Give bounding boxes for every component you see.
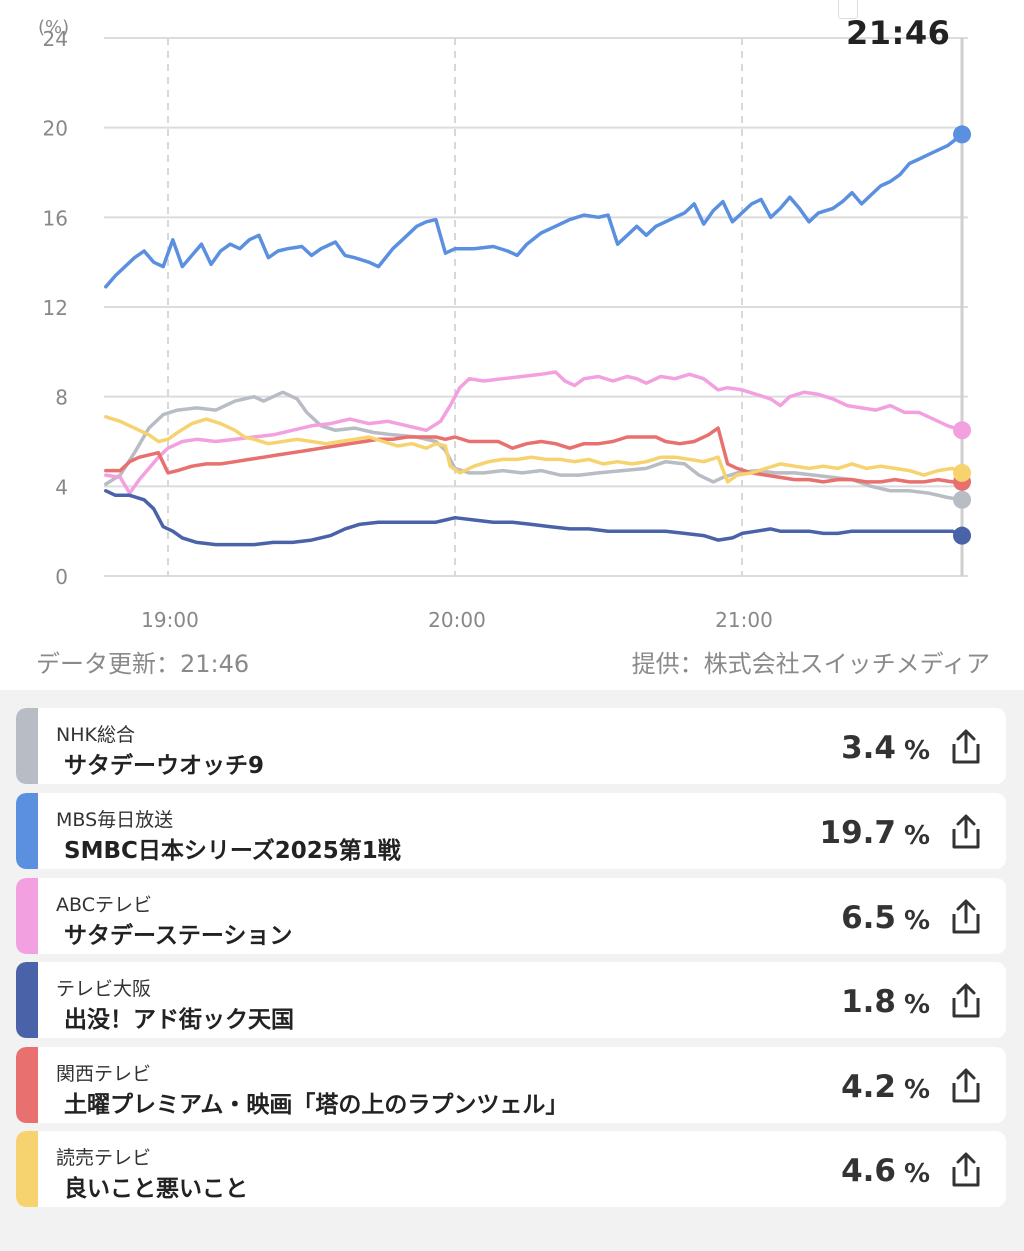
channel-card[interactable]: MBS毎日放送 SMBC日本シリーズ2025第1戦 19.7 % bbox=[16, 793, 1006, 869]
rating-value: 4.2 bbox=[841, 1069, 896, 1105]
rating-unit: % bbox=[903, 906, 930, 936]
series-line bbox=[104, 426, 964, 484]
y-tick-label: 4 bbox=[55, 475, 68, 499]
channel-name: ABCテレビ bbox=[56, 894, 152, 916]
y-axis-label: (%) bbox=[38, 17, 69, 38]
program-title: SMBC日本シリーズ2025第1戦 bbox=[64, 838, 401, 864]
y-tick-label: 8 bbox=[55, 386, 68, 410]
rating-value: 1.8 bbox=[841, 984, 896, 1020]
share-icon[interactable] bbox=[948, 728, 984, 766]
rating-chart: 0 4 8 12 16 20 24 (%) 19:00 20:00 21:00 21:46 データ更… bbox=[36, 0, 990, 678]
y-tick-label: 20 bbox=[43, 117, 68, 141]
channel-card[interactable]: NHK総合 サタデーウオッチ9 3.4 % bbox=[16, 708, 1006, 784]
series-line bbox=[104, 390, 964, 502]
series-line bbox=[104, 132, 964, 289]
channel-name: NHK総合 bbox=[56, 724, 135, 746]
data-source-label: 提供：株式会社スイッチメディア bbox=[631, 650, 990, 678]
rating-unit: % bbox=[903, 821, 930, 851]
program-title: 良いこと悪いこと bbox=[64, 1176, 248, 1202]
current-time-readout: 21:46 bbox=[846, 14, 951, 52]
channel-color-stripe bbox=[16, 878, 38, 954]
channel-color-stripe bbox=[16, 1131, 38, 1207]
channel-color-stripe bbox=[16, 962, 38, 1038]
rating-value: 19.7 bbox=[819, 815, 897, 851]
channel-name: テレビ大阪 bbox=[56, 978, 152, 1000]
x-tick-label: 19:00 bbox=[141, 608, 199, 632]
channel-card[interactable]: ABCテレビ サタデーステーション 6.5 % bbox=[16, 878, 1006, 954]
data-update-label: データ更新：21:46 bbox=[36, 650, 250, 678]
channel-name: MBS毎日放送 bbox=[56, 809, 174, 831]
series-end-marker bbox=[953, 125, 972, 144]
x-tick-label: 20:00 bbox=[428, 608, 486, 632]
channel-color-stripe bbox=[16, 708, 38, 784]
y-tick-label: 12 bbox=[43, 296, 68, 320]
series-line bbox=[104, 370, 964, 495]
share-icon[interactable] bbox=[948, 813, 984, 851]
program-title: 出没！アド街ック天国 bbox=[64, 1007, 294, 1033]
rating-value: 4.6 bbox=[841, 1153, 896, 1189]
channel-color-stripe bbox=[16, 793, 38, 869]
channel-color-stripe bbox=[16, 1047, 38, 1123]
series-line bbox=[104, 489, 964, 547]
time-cursor-handle[interactable] bbox=[838, 0, 858, 19]
series-end-marker bbox=[953, 421, 972, 440]
program-title: 土曜プレミアム・映画「塔の上のラプンツェル」 bbox=[64, 1092, 569, 1118]
series-end-marker bbox=[953, 463, 972, 482]
rating-unit: % bbox=[903, 1075, 930, 1105]
x-tick-label: 21:00 bbox=[715, 608, 773, 632]
channel-list: NHK総合 サタデーウオッチ9 3.4 % MBS毎日放送 SMBC日本シリーズ… bbox=[0, 690, 1024, 1251]
series-end-marker bbox=[953, 490, 972, 509]
channel-name: 関西テレビ bbox=[56, 1063, 152, 1085]
y-tick-label: 24 bbox=[43, 27, 68, 51]
y-tick-label: 0 bbox=[55, 565, 68, 589]
share-icon[interactable] bbox=[948, 1151, 984, 1189]
channel-name: 読売テレビ bbox=[56, 1147, 152, 1169]
program-title: サタデーステーション bbox=[64, 923, 293, 949]
share-icon[interactable] bbox=[948, 1067, 984, 1105]
share-icon[interactable] bbox=[948, 898, 984, 936]
rating-value: 3.4 bbox=[841, 730, 896, 766]
y-tick-label: 16 bbox=[43, 206, 68, 230]
series-end-marker bbox=[953, 526, 972, 545]
rating-unit: % bbox=[903, 736, 930, 766]
rating-value: 6.5 bbox=[841, 900, 896, 936]
channel-card[interactable]: テレビ大阪 出没！アド街ック天国 1.8 % bbox=[16, 962, 1006, 1038]
share-icon[interactable] bbox=[948, 982, 984, 1020]
series-line bbox=[104, 415, 964, 484]
channel-card[interactable]: 読売テレビ 良いこと悪いこと 4.6 % bbox=[16, 1131, 1006, 1207]
rating-unit: % bbox=[903, 1159, 930, 1189]
channel-card[interactable]: 関西テレビ 土曜プレミアム・映画「塔の上のラプンツェル」 4.2 % bbox=[16, 1047, 1006, 1123]
program-title: サタデーウオッチ9 bbox=[64, 753, 265, 779]
rating-unit: % bbox=[903, 990, 930, 1020]
rating-chart-svg: 0 4 8 12 16 20 24(%) 19:00 20:00 21:00 bbox=[38, 17, 972, 632]
